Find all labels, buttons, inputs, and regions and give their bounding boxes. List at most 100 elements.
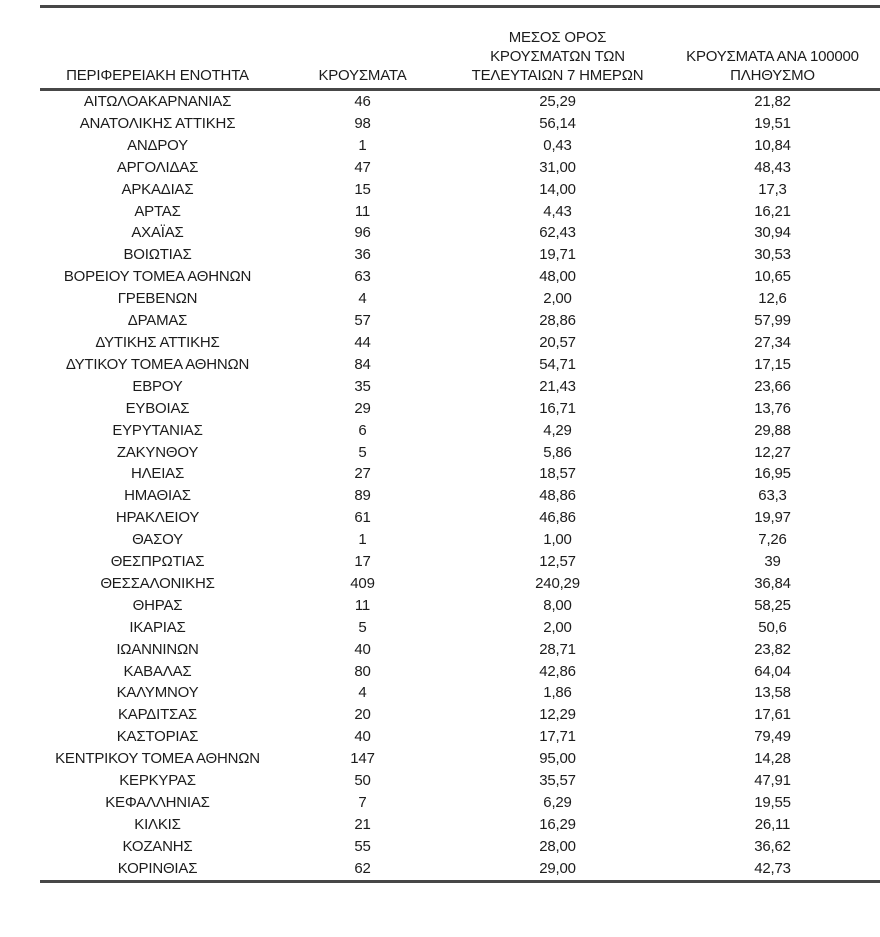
avg7-cell: 0,43 [543,136,572,154]
table-row: ΑΝΔΡΟΥ 1 0,43 10,84 [40,135,880,157]
cases-cell: 46 [354,93,371,110]
per100k-cell: 19,51 [754,114,791,132]
region-cell: ΘΕΣΣΑΛΟΝΙΚΗΣ [100,574,215,592]
cases-cell: 147 [350,750,375,768]
avg7-cell: 1,00 [543,531,572,549]
region-cell: ΕΥΒΟΙΑΣ [125,399,190,417]
per100k-cell: 36,84 [754,574,791,592]
avg7-cell: 28,00 [539,837,576,855]
per100k-cell: 12,27 [754,443,791,461]
region-cell: ΑΡΚΑΔΙΑΣ [121,180,194,198]
regional-cases-table: ΠΕΡΙΦΕΡΕΙΑΚΗ ΕΝΟΤΗΤΑ ΚΡΟΥΣΜΑΤΑ ΜΕΣΟΣ ΟΡΟ… [40,5,880,883]
table-row: ΕΥΒΟΙΑΣ 29 16,71 13,76 [40,398,880,420]
per100k-cell: 50,6 [758,618,787,636]
region-cell: ΘΕΣΠΡΩΤΙΑΣ [110,553,205,571]
cases-cell: 4 [358,684,367,702]
region-cell: ΘΑΣΟΥ [132,531,183,549]
table-row: ΑΙΤΩΛΟΑΚΑΡΝΑΝΙΑΣ 46 25,29 21,82 [40,90,880,113]
table-row: ΚΕΦΑΛΛΗΝΙΑΣ 7 6,29 19,55 [40,792,880,814]
region-cell: ΚΑΡΔΙΤΣΑΣ [117,706,197,724]
per100k-cell: 17,3 [758,180,787,198]
cases-cell: 98 [354,114,371,132]
region-cell: ΖΑΚΥΝΘΟΥ [116,443,199,461]
cases-cell: 21 [354,815,371,833]
avg7-cell: 6,29 [543,794,572,811]
per100k-cell: 23,82 [754,640,791,658]
table-row: ΒΟΙΩΤΙΑΣ 36 19,71 30,53 [40,244,880,266]
cases-cell: 36 [354,246,371,264]
per100k-cell: 13,76 [754,399,791,417]
region-cell: ΚΑΛΥΜΝΟΥ [116,684,199,702]
per100k-cell: 47,91 [754,772,791,790]
regional-cases-table-container: ΠΕΡΙΦΕΡΕΙΑΚΗ ΕΝΟΤΗΤΑ ΚΡΟΥΣΜΑΤΑ ΜΕΣΟΣ ΟΡΟ… [40,5,880,883]
avg7-cell: 4,29 [543,421,572,439]
avg7-cell: 35,57 [539,772,576,790]
avg7-cell: 19,71 [539,246,576,264]
table-row: ΑΧΑΪΑΣ 96 62,43 30,94 [40,222,880,244]
region-cell: ΚΙΛΚΙΣ [134,815,181,833]
table-row: ΕΥΡΥΤΑΝΙΑΣ 6 4,29 29,88 [40,420,880,442]
header-7day-average: ΜΕΣΟΣ ΟΡΟΣ ΚΡΟΥΣΜΑΤΩΝ ΤΩΝ ΤΕΛΕΥΤΑΙΩΝ 7 Η… [450,6,665,91]
avg7-cell: 46,86 [539,509,576,527]
cases-cell: 17 [354,553,371,571]
table-row: ΘΕΣΠΡΩΤΙΑΣ 17 12,57 39 [40,551,880,573]
avg7-cell: 5,86 [543,443,572,461]
table-row: ΖΑΚΥΝΘΟΥ 5 5,86 12,27 [40,442,880,464]
per100k-cell: 42,73 [754,859,791,877]
per100k-cell: 12,6 [758,290,787,308]
per100k-cell: 10,84 [754,136,791,154]
avg7-cell: 28,71 [539,640,576,658]
cases-cell: 6 [358,421,367,439]
table-row: ΚΙΛΚΙΣ 21 16,29 26,11 [40,814,880,836]
cases-cell: 89 [354,487,371,505]
per100k-cell: 23,66 [754,377,791,395]
avg7-cell: 2,00 [543,618,572,636]
per100k-cell: 57,99 [754,312,791,330]
cases-cell: 57 [354,312,371,330]
per100k-cell: 17,15 [754,355,791,373]
per100k-cell: 58,25 [754,596,791,614]
cases-cell: 5 [358,443,367,461]
avg7-cell: 54,71 [539,355,576,373]
cases-cell: 409 [350,574,375,592]
region-cell: ΗΛΕΙΑΣ [130,465,185,483]
region-cell: ΒΟΡΕΙΟΥ ΤΟΜΕΑ ΑΘΗΝΩΝ [63,268,252,286]
cases-cell: 1 [358,531,367,549]
cases-cell: 80 [354,662,371,680]
cases-cell: 29 [354,399,371,417]
cases-cell: 35 [354,377,371,395]
table-row: ΑΝΑΤΟΛΙΚΗΣ ΑΤΤΙΚΗΣ 98 56,14 19,51 [40,113,880,135]
avg7-cell: 29,00 [539,859,576,877]
region-cell: ΚΟΖΑΝΗΣ [122,837,193,855]
avg7-cell: 14,00 [539,180,576,198]
avg7-cell: 2,00 [543,290,572,308]
avg7-cell: 20,57 [539,333,576,351]
cases-cell: 7 [358,794,367,811]
cases-cell: 11 [354,596,371,614]
cases-cell: 62 [354,859,371,877]
header-row: ΠΕΡΙΦΕΡΕΙΑΚΗ ΕΝΟΤΗΤΑ ΚΡΟΥΣΜΑΤΑ ΜΕΣΟΣ ΟΡΟ… [40,6,880,91]
cases-cell: 96 [354,224,371,242]
table-row: ΚΕΝΤΡΙΚΟΥ ΤΟΜΕΑ ΑΘΗΝΩΝ 147 95,00 14,28 [40,748,880,770]
avg7-cell: 31,00 [539,158,576,176]
cases-cell: 15 [354,180,371,198]
table-row: ΒΟΡΕΙΟΥ ΤΟΜΕΑ ΑΘΗΝΩΝ 63 48,00 10,65 [40,266,880,288]
table-row: ΚΑΡΔΙΤΣΑΣ 20 12,29 17,61 [40,704,880,726]
table-row: ΘΕΣΣΑΛΟΝΙΚΗΣ 409 240,29 36,84 [40,573,880,595]
cases-cell: 47 [354,158,371,176]
table-row: ΔΥΤΙΚΗΣ ΑΤΤΙΚΗΣ 44 20,57 27,34 [40,332,880,354]
cases-cell: 27 [354,465,371,483]
region-cell: ΘΗΡΑΣ [132,596,183,614]
avg7-cell: 21,43 [539,377,576,395]
cases-cell: 44 [354,333,371,351]
per100k-cell: 7,26 [758,531,787,549]
cases-cell: 84 [354,355,371,373]
cases-cell: 61 [354,509,371,527]
avg7-cell: 48,86 [539,487,576,505]
table-row: ΚΟΡΙΝΘΙΑΣ 62 29,00 42,73 [40,858,880,881]
cases-cell: 11 [354,202,371,220]
avg7-cell: 95,00 [539,750,576,768]
region-cell: ΓΡΕΒΕΝΩΝ [117,290,198,308]
avg7-cell: 17,71 [539,728,576,746]
